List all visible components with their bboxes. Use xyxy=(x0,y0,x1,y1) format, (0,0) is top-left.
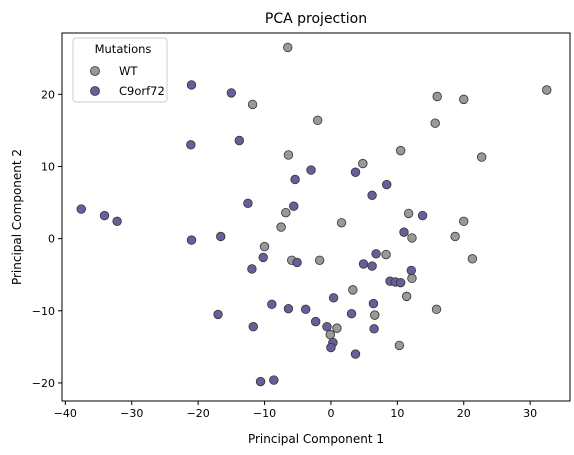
point-wt-5 xyxy=(395,145,406,156)
point-wt-4 xyxy=(358,158,368,169)
point-wt-1 xyxy=(247,99,258,110)
ticks-layer: −40 −30 −20 −10 0 10 20 30 −20 −10 0 10 20 xyxy=(32,88,537,420)
point-c9orf72-31 xyxy=(326,342,336,353)
legend-box xyxy=(72,37,168,103)
point-c9orf72-26 xyxy=(322,321,332,332)
point-wt-17 xyxy=(403,208,414,219)
point-c9orf72-35 xyxy=(371,249,381,259)
point-wt-2 xyxy=(312,115,323,126)
y-tick-label: 10 xyxy=(41,160,55,173)
point-wt-25 xyxy=(431,304,442,315)
point-wt-20 xyxy=(459,216,469,227)
point-c9orf72-3 xyxy=(186,80,197,90)
point-c9orf72-5 xyxy=(226,88,237,98)
point-c9orf72-13 xyxy=(367,190,377,201)
point-c9orf72-41 xyxy=(399,227,409,237)
point-wt-6 xyxy=(430,118,440,128)
point-wt-22 xyxy=(381,249,391,260)
point-wt-18 xyxy=(407,233,417,243)
point-wt-16 xyxy=(336,218,347,228)
point-wt-8 xyxy=(459,94,469,105)
point-c9orf72-12 xyxy=(350,167,361,177)
point-wt-26 xyxy=(394,340,405,351)
point-c9orf72-9 xyxy=(243,198,253,208)
point-c9orf72-17 xyxy=(258,252,268,263)
point-wt-13 xyxy=(259,241,270,252)
point-wt-3 xyxy=(283,150,294,160)
point-wt-7 xyxy=(432,91,442,102)
y-tick-label: 0 xyxy=(48,233,55,246)
y-tick-label: −10 xyxy=(32,305,55,318)
point-wt-10 xyxy=(542,85,552,95)
point-wt-29 xyxy=(332,323,342,333)
y-tick-label: 20 xyxy=(41,88,55,101)
point-wt-21 xyxy=(467,254,478,264)
point-c9orf72-28 xyxy=(369,324,379,334)
legend-marker-wt xyxy=(90,66,100,76)
point-c9orf72-32 xyxy=(350,349,361,359)
point-c9orf72-16 xyxy=(292,257,302,268)
point-c9orf72-40 xyxy=(417,210,428,221)
axes-frame xyxy=(61,32,571,402)
point-wt-30 xyxy=(325,329,335,340)
points-layer xyxy=(76,42,552,387)
point-c9orf72-1 xyxy=(99,210,110,221)
point-c9orf72-23 xyxy=(301,304,311,315)
x-tick-label: −40 xyxy=(54,407,77,420)
point-c9orf72-0 xyxy=(76,204,86,214)
x-tick-label: −20 xyxy=(187,407,210,420)
point-c9orf72-7 xyxy=(186,235,197,245)
x-tick-label: 20 xyxy=(457,407,471,420)
x-axis-label: Principal Component 1 xyxy=(248,432,384,446)
point-c9orf72-33 xyxy=(358,259,369,269)
point-wt-11 xyxy=(281,207,291,218)
point-c9orf72-15 xyxy=(289,201,299,211)
legend-label-c9orf72: C9orf72 xyxy=(119,84,165,98)
x-tick-label: 0 xyxy=(327,407,334,420)
x-tick-label: 10 xyxy=(390,407,404,420)
x-tick-label: −30 xyxy=(120,407,143,420)
point-c9orf72-42 xyxy=(255,376,266,387)
point-c9orf72-22 xyxy=(283,303,294,314)
point-wt-23 xyxy=(407,273,417,284)
point-c9orf72-20 xyxy=(248,321,258,332)
point-c9orf72-39 xyxy=(406,265,416,276)
point-c9orf72-25 xyxy=(310,316,321,327)
point-c9orf72-24 xyxy=(328,293,339,303)
point-c9orf72-21 xyxy=(267,299,277,310)
point-c9orf72-11 xyxy=(306,165,316,175)
point-c9orf72-8 xyxy=(216,231,226,242)
point-wt-9 xyxy=(476,152,487,162)
legend-label-wt: WT xyxy=(119,64,138,78)
point-c9orf72-14 xyxy=(382,179,392,190)
legend-title: Mutations xyxy=(95,42,152,56)
y-axis-label: Principal Component 2 xyxy=(10,149,24,285)
point-c9orf72-34 xyxy=(367,261,377,271)
point-wt-24 xyxy=(401,291,412,302)
point-c9orf72-2 xyxy=(112,216,122,227)
point-c9orf72-10 xyxy=(290,174,300,185)
chart-title: PCA projection xyxy=(265,11,367,27)
point-wt-0 xyxy=(283,42,293,53)
point-wt-28 xyxy=(348,285,358,295)
point-c9orf72-4 xyxy=(186,140,196,150)
point-wt-19 xyxy=(450,231,460,242)
x-tick-label: 30 xyxy=(523,407,537,420)
point-c9orf72-38 xyxy=(395,277,406,288)
legend: Mutations WT C9orf72 xyxy=(72,37,168,103)
point-c9orf72-27 xyxy=(346,308,357,319)
x-tick-label: −10 xyxy=(253,407,276,420)
point-wt-12 xyxy=(276,222,286,232)
point-wt-15 xyxy=(314,255,325,265)
y-tick-label: −20 xyxy=(32,377,55,390)
point-c9orf72-6 xyxy=(234,135,245,146)
point-c9orf72-29 xyxy=(368,298,379,309)
point-c9orf72-43 xyxy=(269,375,279,385)
point-wt-27 xyxy=(370,310,380,320)
point-c9orf72-19 xyxy=(213,309,223,320)
point-c9orf72-18 xyxy=(247,264,257,274)
legend-marker-c9orf72 xyxy=(90,86,100,96)
